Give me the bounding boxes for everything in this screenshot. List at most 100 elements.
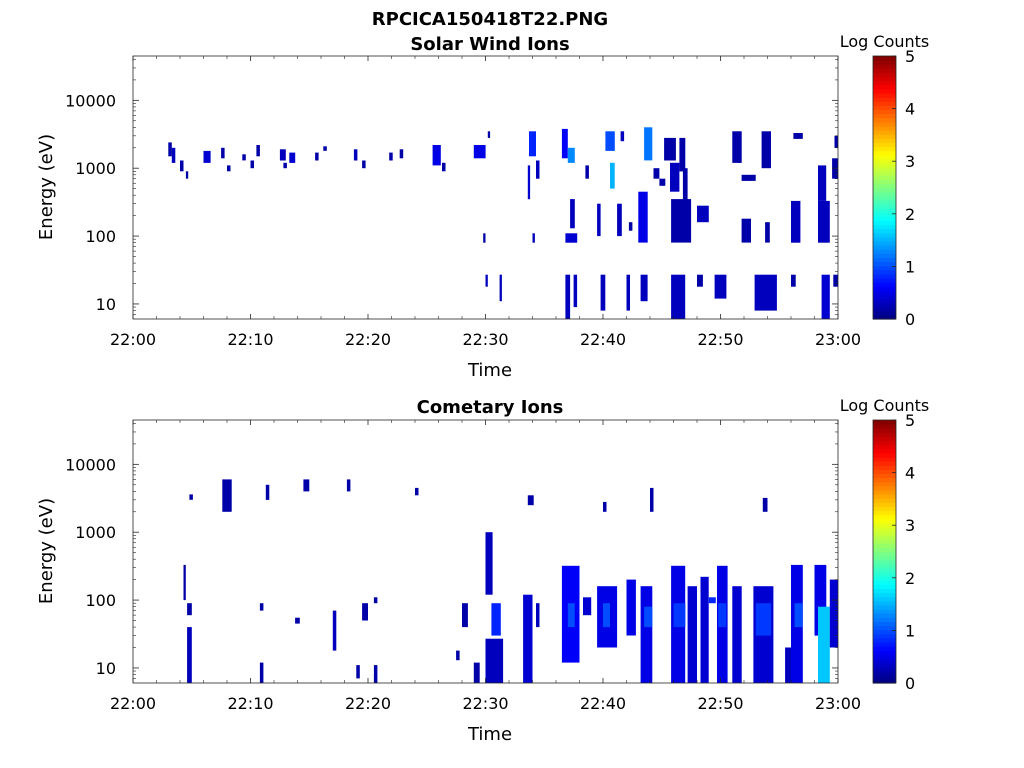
heatmap-cell [527,495,534,506]
colorbar-swatch [873,253,896,258]
heatmap-cell [644,127,653,161]
heatmap-cell [259,603,264,611]
heatmap-solar-wind [168,127,838,319]
colorbar-swatch [873,282,896,287]
heatmap-cell [183,564,186,601]
colorbar-swatch [873,269,896,275]
heatmap-cell [626,579,636,636]
heatmap-cell [491,603,501,636]
heatmap-cell [189,494,193,500]
heatmap-cell [697,205,709,223]
heatmap-cell [765,222,770,243]
x-tick-label: 22:00 [110,330,156,349]
colorbar-swatch [873,187,896,193]
heatmap-cell [670,162,680,192]
colorbar-swatch [873,273,896,279]
y-tick-label: 10 [96,295,116,314]
colorbar-swatch [873,572,896,577]
heatmap-cell [203,150,211,163]
colorbar-swatch [873,469,896,475]
x-ticks-cometary: 22:00 22:10 22:20 22:30 22:40 22:50 23:00 [110,420,861,713]
colorbar-swatch [873,208,896,213]
colorbar-swatch [873,633,896,639]
heatmap-cell [536,603,540,628]
heatmap-cell [605,131,615,151]
colorbar-swatch [873,563,896,569]
colorbar-swatch [873,105,896,111]
heatmap-cell [821,274,830,319]
heatmap-cell [791,274,796,287]
heatmap-cell [640,586,653,683]
colorbar-swatch [873,502,896,507]
x-tick-label: 22:40 [580,694,626,713]
heatmap-cell [794,603,803,628]
colorbar-swatch [873,514,896,520]
colorbar-swatch [873,576,896,581]
colorbar-swatch [873,166,896,172]
colorbar-swatch [873,522,896,528]
heatmap-cell [818,200,830,243]
heatmap-cell [473,145,486,159]
colorbar-swatch [873,310,896,316]
colorbar-swatch [873,199,896,205]
heatmap-cell [659,178,666,186]
x-tick-label: 22:10 [227,330,273,349]
colorbar-swatch [873,596,896,602]
colorbar-swatch [873,129,896,135]
colorbar-label: Log Counts [840,32,930,51]
heatmap-cell [485,638,504,683]
heatmap-cell [265,484,270,500]
colorbar-swatch [873,489,896,495]
heatmap-cell [527,165,531,200]
heatmap-cell [585,165,589,179]
colorbar-swatch [873,650,896,655]
heatmap-cell [259,662,264,683]
colorbar-swatch [873,150,896,156]
colorbar-swatch [873,236,896,242]
heatmap-cell [168,142,172,157]
colorbar-swatch [873,228,896,234]
heatmap-cell [814,564,827,636]
heatmap-cell [442,162,446,172]
heatmap-cell [529,131,536,157]
x-tick-label: 22:50 [697,694,743,713]
x-axis-label-solar-wind: Time [467,360,512,381]
colorbar-swatch [873,191,896,197]
colorbar-swatch [873,547,896,553]
heatmap-cell [638,191,648,243]
heatmap-cell [565,233,578,243]
heatmap-cell [833,274,838,287]
colorbar-swatch [873,456,896,462]
heatmap-cell [487,131,491,138]
heatmap-cell [741,174,756,181]
colorbar-swatch [873,72,896,78]
colorbar-swatch [873,535,896,540]
heatmap-cell [567,147,575,163]
x-ticks-solar-wind: 22:00 22:10 22:20 22:30 22:40 22:50 23:00 [110,56,861,349]
colorbar-swatch [873,195,896,201]
panel-title-cometary: Cometary Ions [417,397,564,418]
y-tick-label: 100 [85,227,116,246]
x-tick-label: 22:50 [697,330,743,349]
colorbar-swatch [873,588,896,594]
colorbar-swatch [873,473,896,479]
heatmap-cell [732,131,742,163]
heatmap-cell [532,233,535,243]
colorbar-swatch [873,175,896,180]
heatmap-cell [250,160,254,169]
heatmap-cell [432,145,441,166]
heatmap-cell [697,274,703,287]
heatmap-cell [762,497,768,512]
y-tick-label: 100 [85,591,116,610]
heatmap-cell [303,479,310,492]
x-tick-label: 22:00 [110,694,156,713]
colorbar-tick-label: 1 [905,257,915,276]
heatmap-cell [653,168,660,179]
heatmap-cell [185,171,189,179]
colorbar-swatch [873,559,896,565]
heatmap-cell [791,200,801,243]
heatmap-cell [761,131,771,169]
x-tick-label: 23:00 [815,694,861,713]
colorbar-swatch [873,641,896,647]
